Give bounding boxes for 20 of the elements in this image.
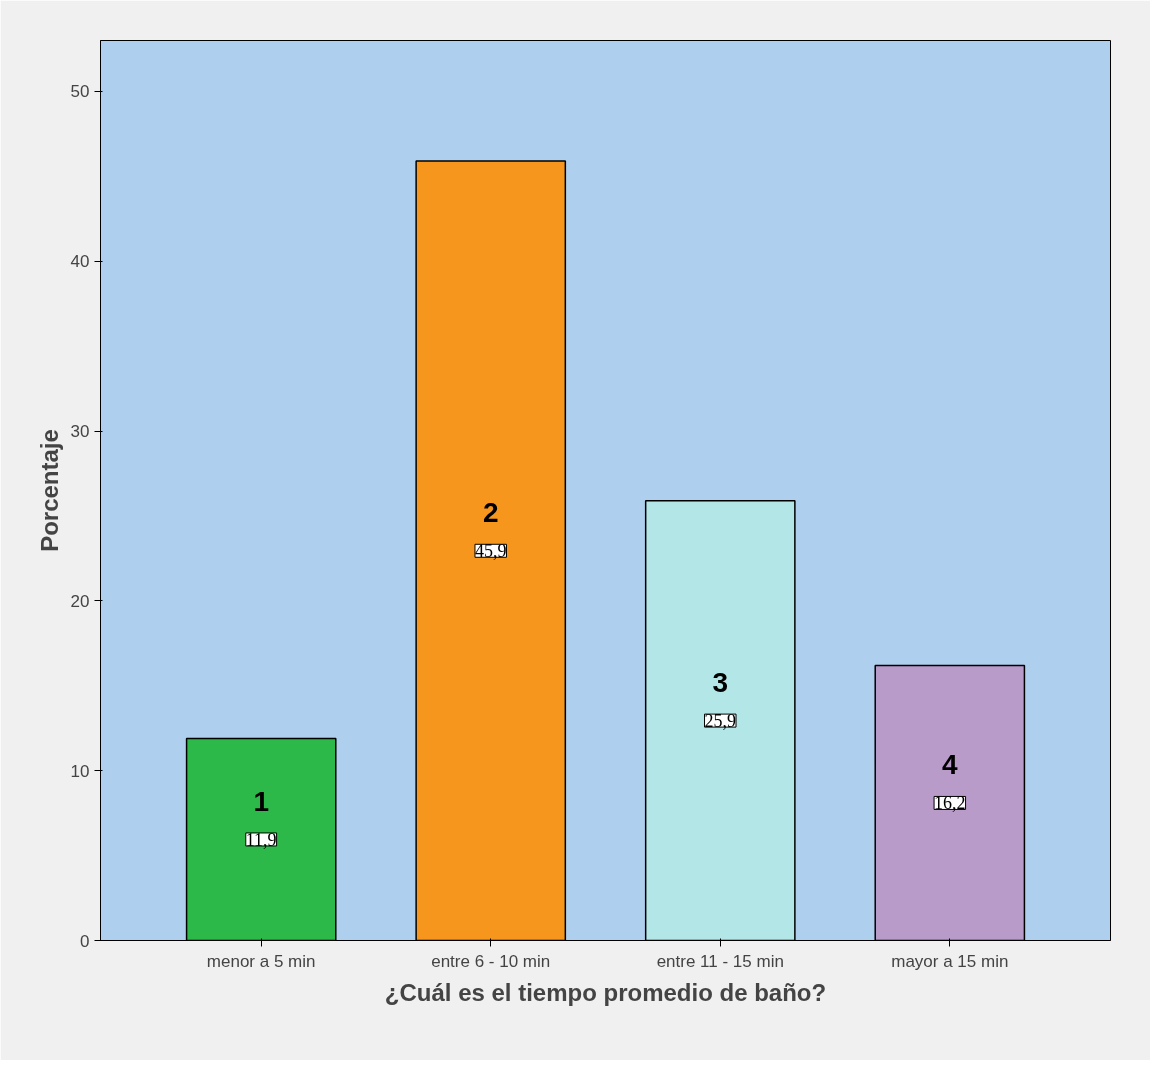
x-tick-label: entre 6 - 10 min [431, 951, 551, 971]
data-label: 11,9 [245, 829, 277, 850]
x-tick-label: entre 11 - 15 min [656, 951, 784, 971]
x-axis-title: ¿Cuál es el tiempo promedio de baño? [384, 978, 827, 1006]
y-tick-label: 40 [70, 252, 90, 272]
annotation: 3 [712, 667, 729, 699]
y-tick-label: 30 [70, 422, 90, 442]
y-tick-label: 20 [70, 591, 90, 611]
annotation: 1 [253, 785, 269, 817]
y-tick-label: 50 [70, 82, 90, 102]
y-tick-label: 10 [70, 761, 90, 781]
annotation: 2 [482, 497, 499, 529]
y-tick-label: 0 [80, 931, 90, 951]
data-label: 45,9 [474, 541, 507, 562]
annotation: 4 [942, 749, 959, 781]
x-tick-label: mayor a 15 min [891, 951, 1009, 971]
data-label: 25,9 [704, 711, 737, 732]
data-label: 16,2 [934, 793, 966, 814]
y-axis-title: Porcentaje [35, 429, 63, 552]
x-tick-label: menor a 5 min [206, 951, 316, 971]
